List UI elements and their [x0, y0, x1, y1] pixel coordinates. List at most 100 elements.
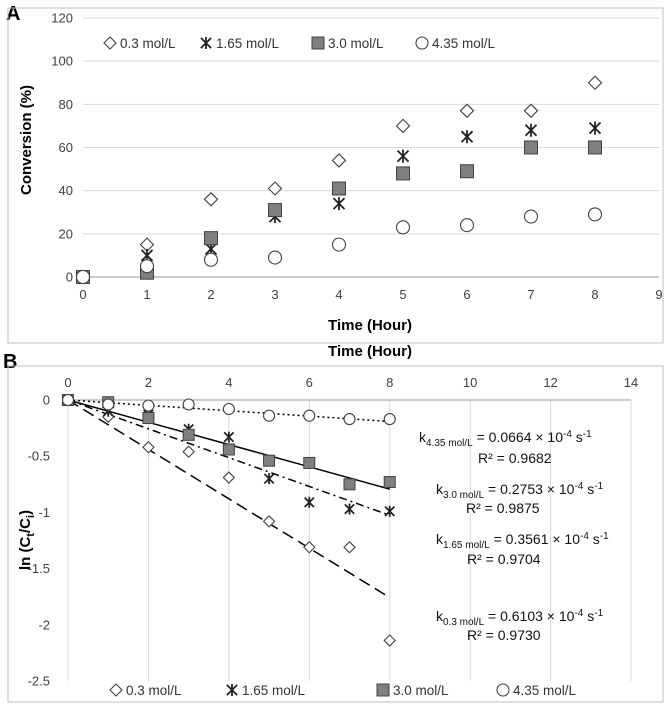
panel-a-point-diamond: [587, 75, 603, 91]
panel-b-x-tick-label: 0: [64, 375, 71, 390]
panel-a-point-asterisk: [524, 123, 538, 137]
panel-a-point-diamond: [523, 103, 539, 119]
panel-a-frame: [7, 7, 664, 344]
panel-b-point-asterisk: [384, 505, 396, 517]
panel-b-point-circle: [383, 413, 396, 426]
panel-b-point-diamond: [182, 445, 195, 458]
panel-a-point-square: [460, 164, 474, 179]
panel-a-point-diamond: [395, 118, 411, 134]
panel-a-point-diamond: [267, 181, 283, 196]
panel-b-legend-label: 4.35 mol/L: [513, 683, 577, 698]
panel-a-point-circle: [75, 269, 91, 285]
panel-b-label: B: [3, 351, 17, 373]
panel-b-point-asterisk: [223, 431, 235, 443]
panel-b-fit-line: [67, 399, 391, 599]
panel-a-legend: 0.3 mol/L 1.65 mol/L 3.0 mol/L 4.35 mol/L: [103, 36, 496, 51]
panel-b-legend-label: 0.3 mol/L: [126, 683, 182, 698]
panel-a-x-tick-label: 6: [463, 287, 470, 302]
panel-b-r-squared-label: R² = 0.9682: [478, 450, 552, 466]
panel-a-y-tick-label: 60: [59, 140, 73, 155]
panel-b-point-square: [263, 454, 276, 467]
panel-b-point-diamond: [343, 540, 356, 554]
panel-a-legend-label: 1.65 mol/L: [216, 36, 280, 51]
panel-b-legend-swatch-diamond: [109, 683, 123, 697]
panel-a-x-tick-labels: 0 1 2 3 4 5 6 7 8 9: [79, 287, 662, 302]
panel-a-point-circle: [267, 250, 283, 265]
panel-b-r-squared-label: R² = 0.9875: [466, 500, 540, 516]
panel-b-y-tick-label: -1: [38, 505, 50, 520]
panel-b-legend-swatch-square: [376, 683, 390, 697]
panel-a-y-tick-label: 80: [59, 97, 73, 112]
panel-b-legend-swatch-circle: [496, 683, 510, 697]
panel-b-rate-constant-label: k3.0 mol/L = 0.2753 × 10-4 s-1: [436, 481, 604, 501]
panel-a-point-circle: [139, 259, 155, 274]
panel-a-x-tick-label: 0: [79, 287, 86, 302]
panel-b-x-tick-label: 6: [306, 375, 313, 390]
panel-a-point-asterisk: [460, 130, 474, 144]
panel-a-point-asterisk: [588, 121, 602, 135]
panel-b-point-square: [303, 456, 316, 469]
panel-b-y-tick-label: -1.5: [28, 561, 50, 576]
panel-b-point-circle: [61, 393, 75, 407]
panel-b-x-tick-label: 10: [463, 375, 477, 390]
panel-a-point-square: [588, 140, 602, 155]
panel-a-x-tick-label: 8: [591, 287, 598, 302]
panel-b-point-square: [222, 443, 235, 456]
panel-a-legend-swatch-diamond: [103, 36, 117, 50]
panel-b-point-diamond: [383, 634, 396, 647]
panel-a-point-diamond: [331, 153, 347, 168]
panel-b-r-squared-label: R² = 0.9704: [467, 551, 541, 567]
panel-a-point-square: [332, 181, 346, 196]
panel-a-point-square: [524, 140, 538, 155]
panel-b-point-diamond: [262, 515, 276, 528]
panel-b-point-square: [383, 476, 396, 489]
panel-b-point-circle: [102, 398, 115, 411]
panel-a-legend-label: 0.3 mol/L: [120, 36, 176, 51]
panel-b-legend: 0.3 mol/L 1.65 mol/L 3.0 mol/L 4.35 mol/L: [109, 683, 577, 698]
panel-a-gridlines: [83, 17, 659, 278]
panel-b-point-square: [343, 478, 356, 491]
panel-a-point-square: [396, 166, 410, 181]
panel-b-r-squared-label: R² = 0.9730: [467, 627, 541, 643]
panel-a-legend-label: 4.35 mol/L: [432, 36, 496, 51]
panel-a-x-tick-label: 7: [527, 287, 534, 302]
panel-a-x-tick-label: 4: [335, 287, 342, 302]
panel-b-y-tick-label: -2.5: [28, 674, 50, 689]
panel-b-x-tick-label: 4: [225, 375, 232, 390]
panel-a-point-circle: [331, 237, 347, 252]
panel-b-x-tick-label: 8: [386, 375, 393, 390]
panel-a-x-tick-label: 2: [207, 287, 214, 302]
panel-a-x-tick-label: 1: [143, 287, 150, 302]
panel-a-x-tick-label: 5: [399, 287, 406, 302]
panel-b-point-circle: [303, 409, 316, 422]
panel-a-y-tick-label: 40: [59, 183, 73, 198]
panel-b-annotations: k4.35 mol/L = 0.0664 × 10-4 s-1R² = 0.96…: [419, 429, 609, 643]
panel-b-point-circle: [222, 402, 235, 416]
panel-b-x-tick-labels: 0 2 4 6 8 10 12 14: [64, 375, 638, 390]
panel-b-y-tick-labels: 0 -0.5 -1 -1.5 -2 -2.5: [28, 393, 50, 689]
panel-b-legend-label: 3.0 mol/L: [393, 683, 449, 698]
panel-a-y-tick-label: 120: [51, 11, 73, 26]
panel-b-legend-swatch-asterisk: [226, 684, 238, 696]
panel-b-data-marks: [61, 393, 396, 647]
panel-b-legend-label: 1.65 mol/L: [242, 683, 306, 698]
panel-a-x-axis-title-duplicate: Time (Hour): [328, 343, 412, 360]
panel-a-y-axis-title: Conversion (%): [18, 85, 35, 195]
panel-a-point-circle: [587, 207, 603, 222]
panel-a-point-circle: [459, 218, 475, 233]
panel-a-point-asterisk: [332, 197, 346, 211]
panel-a-point-circle: [203, 252, 219, 267]
panel-a-x-tick-label: 3: [271, 287, 278, 302]
panel-b-point-diamond: [303, 540, 316, 554]
panel-a-y-tick-label: 20: [59, 226, 73, 241]
panel-b-x-tick-label: 14: [624, 375, 638, 390]
panel-a-x-axis-title: Time (Hour): [328, 317, 412, 334]
panel-a-point-square: [204, 231, 218, 246]
panel-a-point-asterisk: [396, 149, 410, 163]
panel-b-point-circle: [263, 409, 276, 422]
panel-b-y-axis-title: ln (Ct/Ci): [17, 510, 37, 570]
panel-a-x-tick-label: 9: [655, 287, 662, 302]
panel-b-point-circle: [182, 398, 195, 411]
panel-b-point-circle: [343, 413, 356, 426]
